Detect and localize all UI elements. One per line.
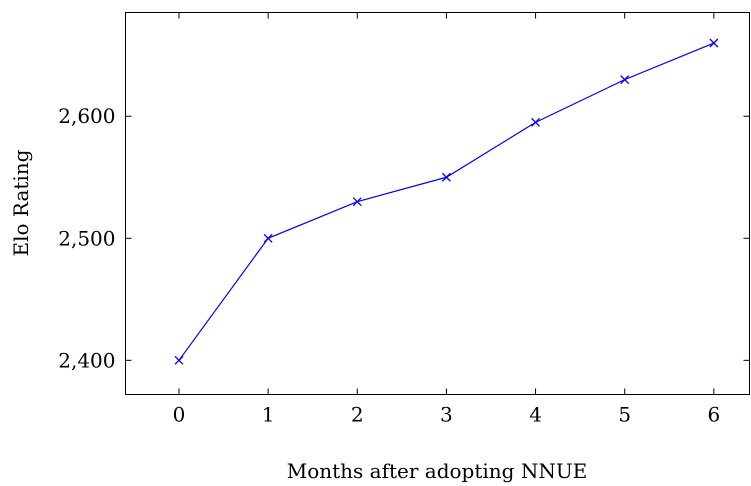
y-axis-label: Elo Rating <box>9 149 33 256</box>
plot-frame <box>126 13 750 395</box>
x-tick-label: 1 <box>262 403 275 427</box>
x-tick-label: 6 <box>707 403 720 427</box>
y-tick-label: 2,500 <box>58 226 115 250</box>
series-line <box>179 43 714 360</box>
data-point-marker <box>710 39 718 47</box>
x-tick-label: 2 <box>351 403 364 427</box>
series-group <box>175 39 718 364</box>
data-point-marker <box>532 118 540 126</box>
data-point-marker <box>175 356 183 364</box>
x-axis-label: Months after adopting NNUE <box>287 459 588 483</box>
data-point-marker <box>442 173 450 181</box>
x-tick-label: 4 <box>529 403 542 427</box>
y-axis-ticks: 2,400 2,500 2,600 <box>58 104 749 372</box>
data-point-marker <box>353 198 361 206</box>
data-point-marker <box>621 76 629 84</box>
y-tick-label: 2,400 <box>58 348 115 372</box>
data-point-marker <box>264 234 272 242</box>
x-tick-label: 5 <box>618 403 631 427</box>
x-tick-label: 3 <box>440 403 453 427</box>
x-tick-label: 0 <box>173 403 186 427</box>
y-tick-label: 2,600 <box>58 104 115 128</box>
